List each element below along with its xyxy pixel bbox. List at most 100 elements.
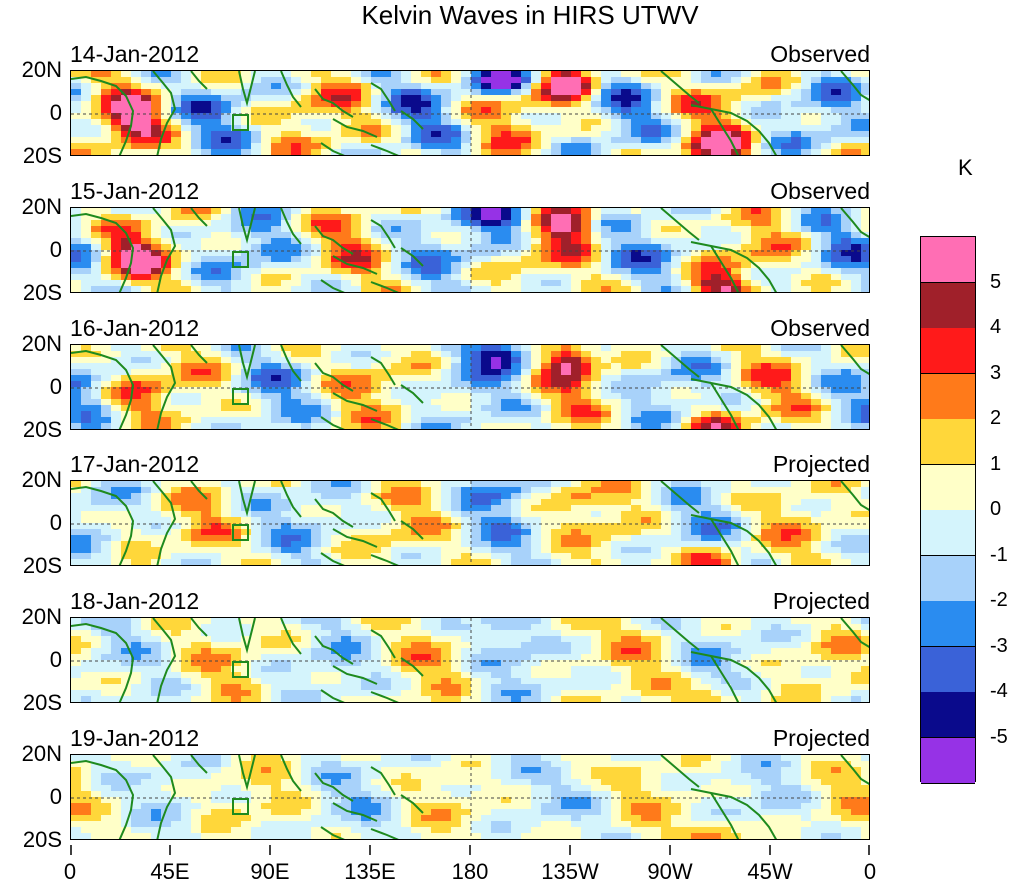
anomaly-cell bbox=[91, 429, 102, 430]
anomaly-cell bbox=[441, 547, 452, 554]
anomaly-cell bbox=[581, 137, 592, 144]
anomaly-cell bbox=[671, 256, 682, 263]
anomaly-cell bbox=[631, 399, 642, 406]
anomaly-cell bbox=[861, 517, 869, 524]
anomaly-cell bbox=[631, 95, 642, 102]
anomaly-cell bbox=[121, 423, 132, 429]
anomaly-cell bbox=[331, 107, 342, 114]
anomaly-cell bbox=[591, 505, 602, 512]
anomaly-cell bbox=[161, 541, 172, 548]
anomaly-cell bbox=[151, 411, 162, 418]
anomaly-cell bbox=[391, 381, 402, 388]
anomaly-cell bbox=[801, 137, 812, 144]
anomaly-cell bbox=[611, 351, 622, 358]
anomaly-cell bbox=[131, 250, 142, 257]
anomaly-cell bbox=[181, 393, 192, 400]
anomaly-cell bbox=[511, 357, 522, 364]
anomaly-cell bbox=[531, 292, 542, 293]
anomaly-cell bbox=[711, 618, 722, 625]
anomaly-cell bbox=[111, 399, 122, 406]
anomaly-cell bbox=[801, 274, 812, 281]
anomaly-cell bbox=[621, 292, 632, 293]
anomaly-cell bbox=[671, 423, 682, 429]
anomaly-cell bbox=[71, 238, 82, 245]
anomaly-cell bbox=[421, 232, 432, 239]
anomaly-cell bbox=[91, 493, 102, 500]
anomaly-cell bbox=[131, 208, 142, 215]
anomaly-cell bbox=[641, 113, 652, 120]
anomaly-cell bbox=[221, 417, 232, 424]
anomaly-cell bbox=[811, 125, 822, 132]
anomaly-cell bbox=[311, 381, 322, 388]
anomaly-cell bbox=[831, 274, 842, 281]
anomaly-cell bbox=[841, 262, 852, 269]
anomaly-cell bbox=[381, 83, 392, 90]
anomaly-cell bbox=[551, 535, 562, 542]
anomaly-cell bbox=[841, 487, 852, 494]
anomaly-cell bbox=[791, 387, 802, 394]
anomaly-cell bbox=[601, 119, 612, 126]
anomaly-cell bbox=[71, 565, 82, 566]
anomaly-cell bbox=[201, 405, 212, 412]
anomaly-cell bbox=[121, 220, 132, 227]
anomaly-cell bbox=[691, 565, 702, 566]
anomaly-cell bbox=[651, 565, 662, 566]
anomaly-cell bbox=[531, 274, 542, 281]
anomaly-cell bbox=[311, 113, 322, 120]
anomaly-cell bbox=[581, 83, 592, 90]
anomaly-cell bbox=[291, 618, 302, 625]
anomaly-cell bbox=[811, 137, 822, 144]
anomaly-cell bbox=[371, 565, 382, 566]
anomaly-cell bbox=[111, 226, 122, 233]
anomaly-cell bbox=[791, 131, 802, 138]
anomaly-cell bbox=[261, 226, 272, 233]
anomaly-cell bbox=[141, 423, 152, 429]
anomaly-cell bbox=[281, 143, 292, 150]
anomaly-cell bbox=[261, 553, 272, 560]
anomaly-cell bbox=[601, 256, 612, 263]
anomaly-cell bbox=[621, 244, 632, 251]
anomaly-cell bbox=[101, 423, 112, 429]
anomaly-cell bbox=[551, 214, 562, 221]
anomaly-cell bbox=[491, 351, 502, 358]
anomaly-cell bbox=[741, 345, 752, 352]
anomaly-cell bbox=[801, 83, 812, 90]
anomaly-cell bbox=[181, 351, 192, 358]
anomaly-cell bbox=[711, 559, 722, 565]
anomaly-cell bbox=[541, 95, 552, 102]
anomaly-cell bbox=[641, 375, 652, 382]
anomaly-cell bbox=[371, 423, 382, 429]
anomaly-cell bbox=[851, 77, 862, 84]
anomaly-cell bbox=[341, 101, 352, 108]
anomaly-cell bbox=[131, 256, 142, 263]
anomaly-cell bbox=[301, 89, 312, 96]
anomaly-cell bbox=[761, 405, 772, 412]
anomaly-cell bbox=[281, 280, 292, 287]
anomaly-cell bbox=[111, 505, 122, 512]
anomaly-cell bbox=[601, 77, 612, 84]
anomaly-cell bbox=[211, 405, 222, 412]
anomaly-cell bbox=[91, 119, 102, 126]
anomaly-cell bbox=[801, 226, 812, 233]
anomaly-cell bbox=[701, 517, 712, 524]
anomaly-cell bbox=[221, 95, 232, 102]
anomaly-cell bbox=[311, 493, 322, 500]
anomaly-cell bbox=[151, 155, 162, 156]
anomaly-cell bbox=[541, 505, 552, 512]
anomaly-cell bbox=[501, 95, 512, 102]
anomaly-cell bbox=[781, 143, 792, 150]
anomaly-cell bbox=[781, 208, 792, 215]
anomaly-cell bbox=[731, 155, 742, 156]
anomaly-cell bbox=[561, 101, 572, 108]
anomaly-cell bbox=[861, 238, 869, 245]
anomaly-cell bbox=[601, 505, 612, 512]
anomaly-cell bbox=[501, 511, 512, 518]
anomaly-cell bbox=[761, 101, 772, 108]
anomaly-cell bbox=[571, 232, 582, 239]
anomaly-cell bbox=[71, 357, 82, 364]
anomaly-cell bbox=[801, 517, 812, 524]
anomaly-cell bbox=[601, 95, 612, 102]
anomaly-cell bbox=[431, 357, 442, 364]
anomaly-cell bbox=[361, 244, 372, 251]
anomaly-cell bbox=[471, 101, 482, 108]
